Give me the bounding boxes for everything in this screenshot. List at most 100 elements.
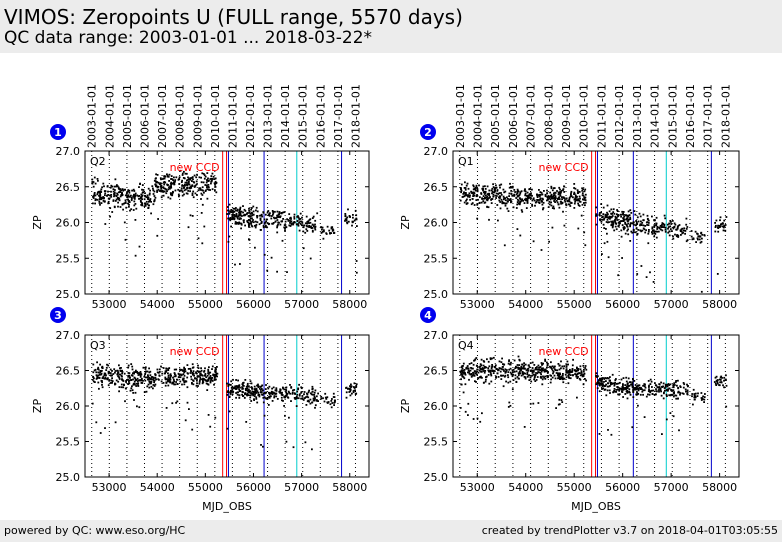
data-point	[690, 230, 693, 232]
data-point	[314, 404, 317, 407]
data-point	[542, 208, 544, 211]
data-point	[248, 209, 250, 212]
data-point	[244, 379, 247, 381]
data-point	[181, 172, 184, 175]
data-point	[160, 185, 162, 188]
data-point	[552, 194, 555, 197]
data-point	[526, 375, 529, 378]
data-point	[540, 249, 543, 251]
data-point	[662, 385, 664, 388]
data-point	[491, 357, 493, 360]
data-point	[532, 197, 535, 200]
data-point	[622, 383, 624, 385]
data-point	[285, 391, 287, 394]
data-point	[147, 378, 149, 381]
data-point	[508, 401, 511, 404]
data-point	[656, 228, 659, 230]
data-point	[615, 228, 618, 231]
data-point	[154, 196, 157, 199]
data-point	[156, 181, 159, 184]
data-point	[235, 387, 238, 390]
data-point	[580, 370, 583, 373]
data-point	[215, 191, 218, 194]
data-point	[524, 376, 527, 379]
data-point	[196, 382, 198, 385]
data-point	[132, 188, 135, 191]
data-point	[499, 195, 502, 198]
data-point	[278, 211, 281, 213]
data-point	[540, 367, 543, 370]
data-point	[176, 383, 179, 385]
data-point	[187, 226, 190, 229]
data-point	[516, 203, 519, 206]
data-point	[140, 201, 143, 204]
data-point	[476, 417, 479, 420]
data-point	[517, 374, 520, 377]
data-point	[312, 215, 315, 218]
data-point	[356, 225, 358, 227]
data-point	[150, 382, 152, 385]
data-point	[533, 378, 535, 381]
data-point	[508, 360, 510, 363]
data-point	[188, 408, 190, 410]
data-point	[577, 227, 580, 230]
data-point	[483, 202, 486, 204]
data-point	[475, 199, 478, 201]
data-point	[500, 183, 503, 186]
data-point	[231, 388, 234, 391]
data-point	[629, 224, 632, 226]
data-point	[137, 385, 140, 387]
data-point	[283, 211, 286, 213]
data-point	[523, 362, 525, 365]
data-point	[267, 223, 270, 226]
data-point	[549, 198, 552, 201]
data-point	[538, 193, 541, 196]
data-point	[311, 223, 314, 226]
data-point	[582, 373, 585, 376]
data-point	[176, 400, 179, 403]
data-point	[160, 189, 162, 192]
data-point	[181, 179, 183, 182]
data-point	[505, 202, 508, 205]
data-point	[616, 209, 618, 211]
data-point	[563, 377, 566, 380]
data-point	[260, 444, 262, 446]
data-point	[483, 371, 486, 374]
data-point	[468, 196, 471, 198]
data-point	[192, 383, 195, 386]
data-point	[540, 370, 543, 373]
data-point	[114, 189, 116, 191]
y-tick-label: 26.5	[56, 181, 81, 194]
data-point	[178, 176, 181, 179]
data-point	[668, 387, 671, 390]
data-point	[116, 369, 119, 372]
data-point	[460, 188, 462, 191]
data-point	[531, 367, 534, 369]
data-point	[598, 383, 601, 385]
data-point	[285, 389, 288, 392]
data-point	[314, 389, 317, 392]
data-point	[557, 203, 560, 206]
data-point	[501, 202, 504, 205]
data-point	[519, 234, 522, 237]
data-point	[283, 405, 285, 407]
data-point	[629, 240, 632, 242]
y-tick-label: 26.0	[424, 400, 449, 413]
x-tick-label: 58000	[702, 481, 737, 494]
data-point	[111, 370, 113, 372]
year-axis-label: 2014-01-01	[649, 84, 662, 148]
data-point	[718, 384, 720, 386]
data-point	[268, 213, 271, 216]
data-point	[469, 198, 471, 201]
data-point	[173, 375, 176, 378]
data-point	[697, 235, 700, 238]
data-point	[154, 183, 157, 186]
data-point	[265, 384, 267, 386]
data-point	[483, 197, 485, 200]
data-point	[583, 368, 585, 371]
data-point	[491, 198, 494, 200]
data-point	[104, 372, 107, 375]
data-point	[133, 376, 136, 379]
data-point	[524, 199, 527, 201]
data-point	[300, 397, 302, 400]
